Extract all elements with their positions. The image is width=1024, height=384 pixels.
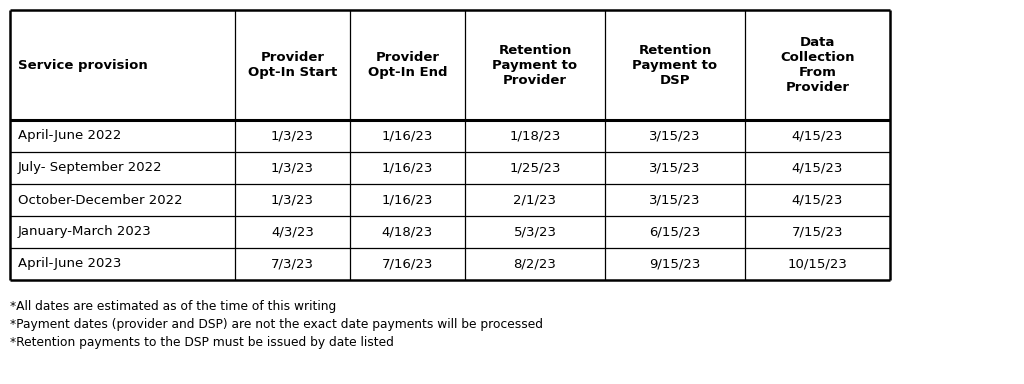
Text: 6/15/23: 6/15/23 <box>649 225 700 238</box>
Text: April-June 2022: April-June 2022 <box>18 129 122 142</box>
Text: Retention
Payment to
DSP: Retention Payment to DSP <box>633 43 718 86</box>
Text: 9/15/23: 9/15/23 <box>649 258 700 270</box>
Text: 7/15/23: 7/15/23 <box>792 225 843 238</box>
Text: *Retention payments to the DSP must be issued by date listed: *Retention payments to the DSP must be i… <box>10 336 394 349</box>
Text: 1/16/23: 1/16/23 <box>382 129 433 142</box>
Text: 1/16/23: 1/16/23 <box>382 162 433 174</box>
Text: Service provision: Service provision <box>18 58 147 71</box>
Text: 4/18/23: 4/18/23 <box>382 225 433 238</box>
Text: *Payment dates (provider and DSP) are not the exact date payments will be proces: *Payment dates (provider and DSP) are no… <box>10 318 543 331</box>
Text: 1/3/23: 1/3/23 <box>271 162 314 174</box>
Text: Retention
Payment to
Provider: Retention Payment to Provider <box>493 43 578 86</box>
Text: 4/15/23: 4/15/23 <box>792 162 843 174</box>
Text: 1/18/23: 1/18/23 <box>509 129 561 142</box>
Text: October-December 2022: October-December 2022 <box>18 194 182 207</box>
Text: 3/15/23: 3/15/23 <box>649 162 700 174</box>
Text: 3/15/23: 3/15/23 <box>649 129 700 142</box>
Text: 1/16/23: 1/16/23 <box>382 194 433 207</box>
Text: 4/3/23: 4/3/23 <box>271 225 314 238</box>
Text: Provider
Opt-In End: Provider Opt-In End <box>368 51 447 79</box>
Text: 10/15/23: 10/15/23 <box>787 258 848 270</box>
Text: 7/16/23: 7/16/23 <box>382 258 433 270</box>
Text: 4/15/23: 4/15/23 <box>792 194 843 207</box>
Text: *All dates are estimated as of the time of this writing: *All dates are estimated as of the time … <box>10 300 336 313</box>
Text: Data
Collection
From
Provider: Data Collection From Provider <box>780 36 855 94</box>
Text: July- September 2022: July- September 2022 <box>18 162 163 174</box>
Text: 1/25/23: 1/25/23 <box>509 162 561 174</box>
Text: 1/3/23: 1/3/23 <box>271 129 314 142</box>
Text: 5/3/23: 5/3/23 <box>513 225 556 238</box>
Text: 1/3/23: 1/3/23 <box>271 194 314 207</box>
Text: 7/3/23: 7/3/23 <box>271 258 314 270</box>
Text: April-June 2023: April-June 2023 <box>18 258 122 270</box>
Text: 2/1/23: 2/1/23 <box>513 194 556 207</box>
Text: 4/15/23: 4/15/23 <box>792 129 843 142</box>
Text: 3/15/23: 3/15/23 <box>649 194 700 207</box>
Text: January-March 2023: January-March 2023 <box>18 225 152 238</box>
Text: 8/2/23: 8/2/23 <box>514 258 556 270</box>
Text: Provider
Opt-In Start: Provider Opt-In Start <box>248 51 337 79</box>
